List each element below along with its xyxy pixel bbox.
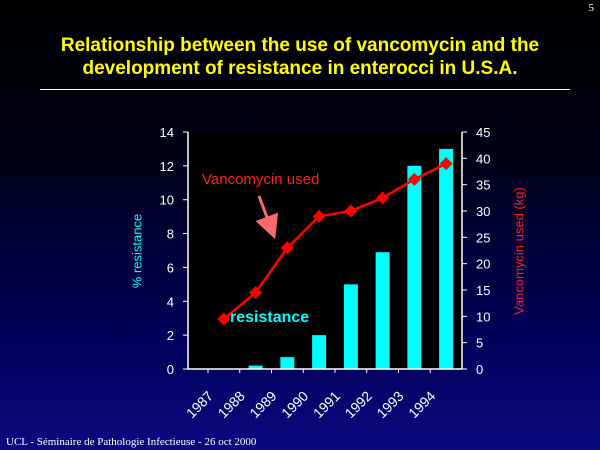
y-tick-label-left: 2: [167, 328, 174, 343]
x-tick-label: 1987: [183, 388, 216, 421]
vancomycin-point: [249, 286, 263, 300]
y-tick-label-left: 6: [167, 260, 174, 275]
vancomycin-point: [439, 157, 453, 171]
title-divider: [40, 89, 570, 90]
x-tick-label: 1993: [373, 388, 406, 421]
x-tick-label: 1990: [278, 388, 311, 421]
resistance-bar: [375, 252, 390, 369]
y-tick-label-right: 45: [476, 125, 490, 140]
vancomycin-point: [376, 191, 390, 205]
vancomycin-point: [312, 209, 326, 223]
x-tick-label: 1991: [310, 388, 343, 421]
y-axis-left-label: % resistance: [129, 214, 144, 288]
y-tick-label-left: 4: [167, 294, 174, 309]
vancomycin-annotation: Vancomycin used: [202, 171, 319, 188]
title-line-1: Relationship between the use of vancomyc…: [60, 35, 540, 56]
y-tick-label-right: 15: [476, 283, 490, 298]
y-tick-label-left: 14: [160, 125, 174, 140]
resistance-bar: [439, 148, 454, 369]
annotation-arrow: [255, 195, 279, 240]
resistance-bar: [407, 165, 422, 369]
y-axis-right-label: Vancomycin used (kg): [511, 187, 526, 315]
x-tick-label: 1992: [342, 388, 375, 421]
resistance-bar: [248, 365, 263, 369]
y-tick-label-right: 20: [476, 257, 490, 272]
vancomycin-point: [217, 312, 231, 326]
vancomycin-point: [280, 241, 294, 255]
resistance-bar: [343, 284, 358, 369]
x-tick-label: 1994: [405, 388, 438, 421]
resistance-bar: [280, 357, 295, 369]
y-tick-label-left: 10: [160, 193, 174, 208]
vancomycin-point: [407, 172, 421, 186]
footer-text: UCL - Séminaire de Pathologie Infectieus…: [6, 436, 257, 448]
x-tick-label: 1988: [215, 388, 248, 421]
y-tick-label-right: 30: [476, 204, 490, 219]
y-tick-label-right: 5: [476, 336, 483, 351]
slide-title: Relationship between the use of vancomyc…: [0, 34, 600, 80]
y-tick-label-right: 10: [476, 309, 490, 324]
y-tick-label-right: 40: [476, 151, 490, 166]
y-tick-label-left: 12: [160, 159, 174, 174]
y-tick-label-right: 35: [476, 178, 490, 193]
y-tick-label-right: 25: [476, 230, 490, 245]
y-tick-label-left: 0: [167, 362, 174, 377]
resistance-annotation: resistance: [230, 309, 309, 326]
resistance-bar: [312, 335, 327, 369]
slide-number: 5: [588, 2, 595, 14]
x-tick-label: 1989: [246, 388, 279, 421]
vancomycin-point: [344, 204, 358, 218]
y-tick-label-left: 8: [167, 227, 174, 242]
title-line-2: development of resistance in enterocci i…: [82, 58, 518, 79]
vancomycin-line: [223, 162, 447, 320]
y-tick-label-right: 0: [476, 362, 483, 377]
